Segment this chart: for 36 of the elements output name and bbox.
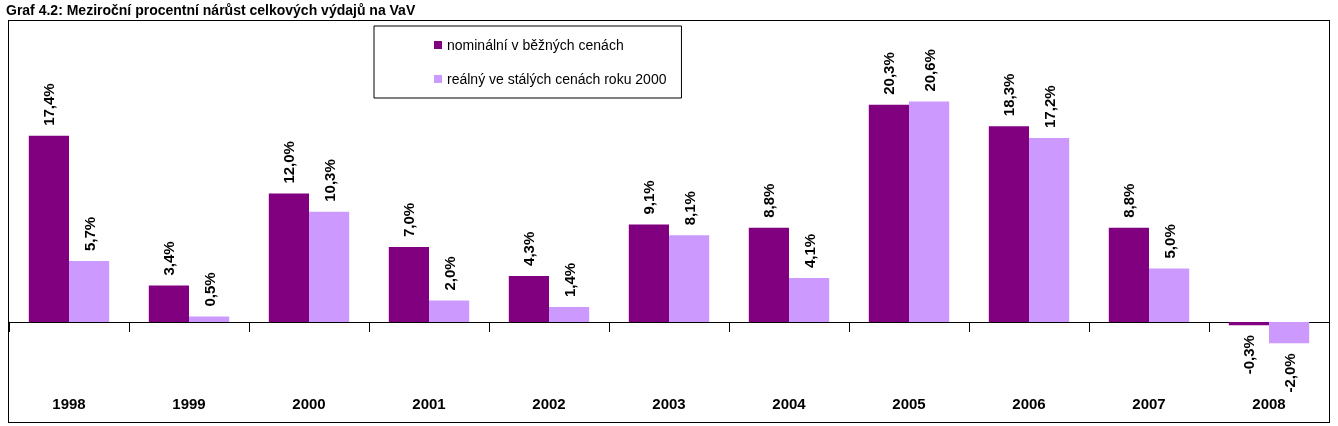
x-tick-label: 1998 [52,395,86,412]
legend-label: reálný ve stálých cenách roku 2000 [447,71,667,87]
data-label: 8,8% [1120,183,1138,218]
data-label: 18,3% [1000,73,1018,117]
data-label: -0,3% [1240,335,1258,375]
x-tick-label: 2000 [292,395,326,412]
data-label: 17,4% [40,83,58,126]
data-label: 9,1% [640,180,658,215]
data-label: 20,3% [880,52,898,95]
data-label: 12,0% [280,141,298,184]
data-label: 10,3% [320,159,338,202]
data-label: 4,1% [800,233,818,269]
data-label: 8,1% [680,191,698,226]
data-label: 7,0% [400,202,418,238]
data-label: 20,6% [920,49,938,92]
data-label: 17,2% [1040,85,1058,128]
data-label: 8,8% [760,183,778,218]
data-label: 4,3% [520,231,538,266]
x-tick-label: 2002 [532,395,566,412]
legend-label: nominální v běžných cenách [447,37,624,53]
data-label: 2,0% [440,256,458,291]
data-label: 1,4% [560,262,578,297]
x-tick-label: 2004 [772,395,807,412]
data-label: 5,0% [1160,224,1178,259]
chart-title: Graf 4.2: Meziroční procentní nárůst celkových výdajů na VaV [5,1,417,20]
x-tick-label: 2005 [892,395,926,412]
x-tick-label: 2003 [652,395,686,412]
x-tick-label: 2006 [1012,395,1046,412]
x-tick-label: 1999 [172,395,206,412]
data-label: 0,5% [200,272,218,307]
x-tick-label: 2008 [1252,395,1286,412]
data-label: 3,4% [160,241,178,276]
x-tick-label: 2001 [412,395,446,412]
data-label: 5,7% [80,216,98,251]
x-tick-label: 2007 [1132,395,1166,412]
data-label: -2,0% [1280,353,1298,393]
